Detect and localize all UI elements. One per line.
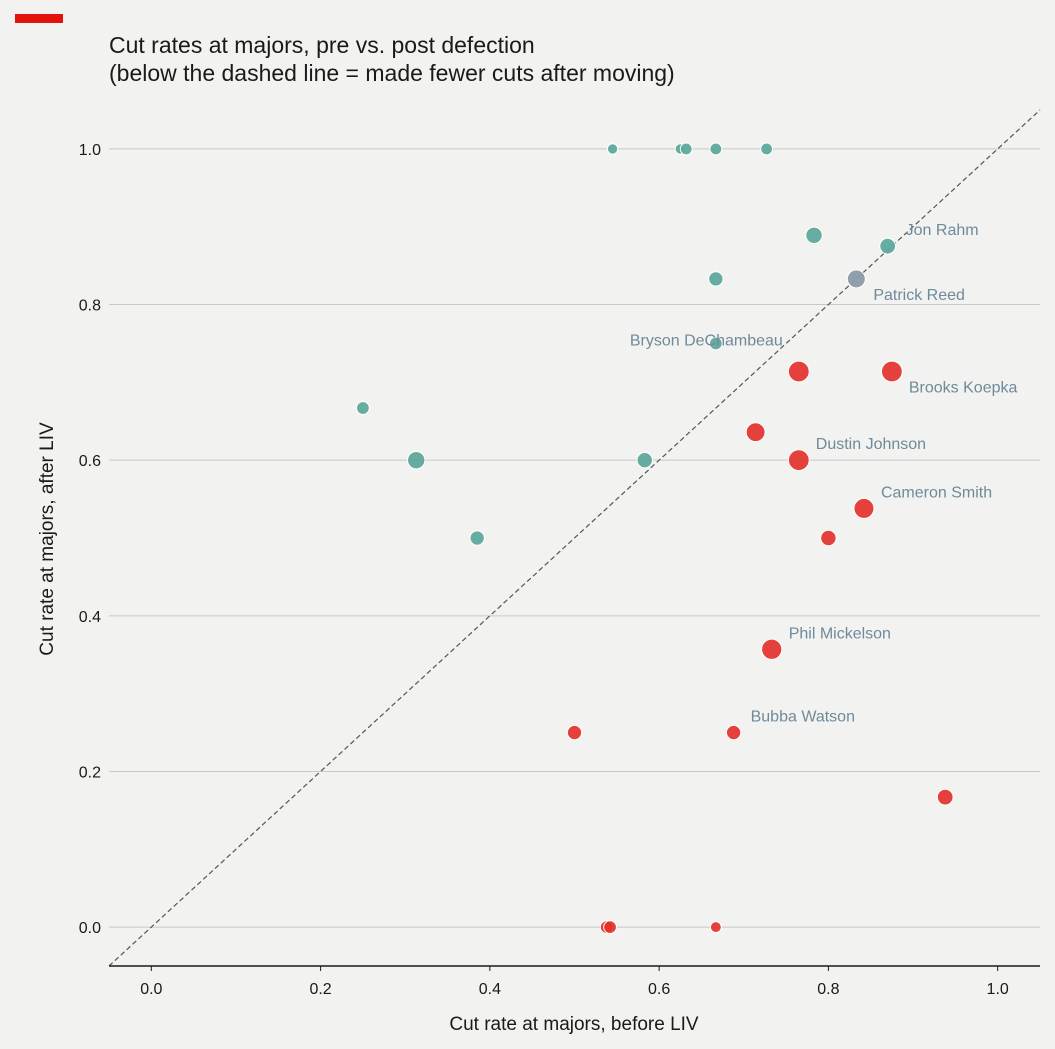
data-point-6	[879, 237, 897, 255]
point-label-patrick-reed: Patrick Reed	[873, 287, 965, 304]
data-point-7	[708, 271, 724, 287]
axes: 0.0 0.2 0.4 0.6 0.8 1.0 0.0 0.2 0.4 0.6 0.8 1.0	[79, 142, 1040, 998]
data-point-13	[745, 422, 766, 443]
data-point-17	[853, 497, 875, 519]
data-point-11	[880, 360, 903, 383]
point-label-dustin-johnson: Dustin Johnson	[816, 436, 926, 453]
data-point-20	[761, 638, 783, 660]
x-tick-label-0: 0.0	[140, 981, 162, 998]
data-point-16	[787, 449, 810, 472]
data-point-12	[356, 401, 370, 415]
point-label-jon-rahm: Jon Rahm	[906, 222, 979, 239]
brand-bar	[15, 14, 63, 23]
data-point-14	[407, 450, 426, 470]
data-point-18	[469, 530, 485, 546]
data-point-26	[709, 921, 722, 934]
data-point-19	[820, 529, 837, 547]
data-point-15	[636, 451, 653, 469]
gridlines	[109, 148, 1040, 928]
data-point-4	[760, 142, 774, 156]
data-point-9	[708, 336, 723, 351]
point-label-cameron-smith: Cameron Smith	[881, 484, 992, 501]
data-point-23	[936, 788, 954, 806]
point-annotations: Jon Rahm Patrick Reed Bryson DeChambeau Bro…	[630, 222, 1018, 725]
point-label-phil-mickelson: Phil Mickelson	[789, 625, 891, 642]
x-tick-label-1: 0.2	[309, 981, 331, 998]
title-line-1: Cut rates at majors, pre vs. post defect…	[109, 32, 535, 58]
y-tick-label-5: 1.0	[79, 142, 101, 159]
y-equals-x-line	[108, 109, 1041, 967]
data-point-22	[725, 724, 742, 741]
y-tick-label-2: 0.4	[79, 609, 101, 626]
chart-title: Cut rates at majors, pre vs. post defect…	[109, 31, 675, 87]
data-point-21	[566, 724, 583, 741]
y-axis-label: Cut rate at majors, after LIV	[37, 422, 58, 656]
y-tick-label-4: 0.8	[79, 298, 101, 315]
x-tick-label-5: 1.0	[987, 981, 1009, 998]
x-axis-label: Cut rate at majors, before LIV	[449, 1014, 699, 1035]
data-point-5	[805, 226, 823, 245]
data-point-25	[603, 920, 617, 934]
data-point-0	[606, 143, 619, 155]
data-point-8	[846, 269, 866, 289]
data-point-10	[787, 360, 810, 383]
data-points	[356, 142, 954, 934]
point-label-bryson-dechambeau: Bryson DeChambeau	[630, 332, 783, 349]
y-tick-label-3: 0.6	[79, 453, 101, 470]
y-tick-label-1: 0.2	[79, 764, 101, 781]
title-line-2: (below the dashed line = made fewer cuts…	[109, 60, 675, 86]
data-point-3	[709, 142, 723, 156]
point-label-bubba-watson: Bubba Watson	[751, 709, 855, 726]
x-tick-label-3: 0.6	[648, 981, 670, 998]
reference-diagonal	[108, 109, 1041, 967]
data-point-2	[679, 142, 693, 156]
point-label-brooks-koepka: Brooks Koepka	[909, 379, 1018, 396]
y-tick-label-0: 0.0	[79, 920, 101, 937]
x-tick-label-4: 0.8	[817, 981, 839, 998]
x-tick-label-2: 0.4	[479, 981, 501, 998]
